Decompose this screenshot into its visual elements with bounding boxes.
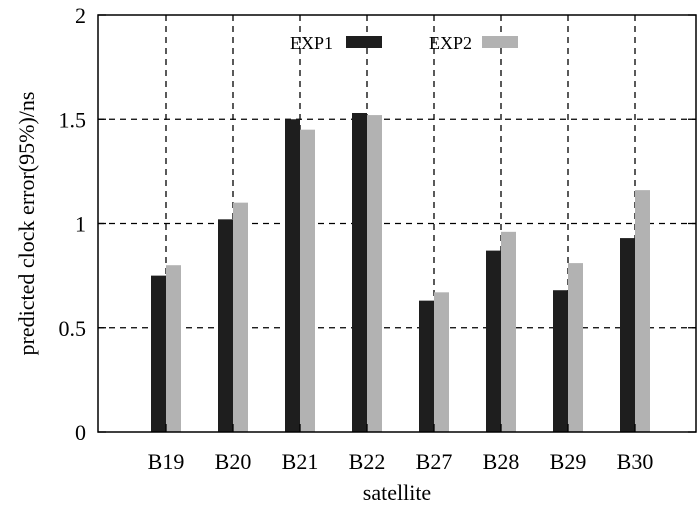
bar-exp1-b20 <box>218 219 233 432</box>
bar-exp2-b29 <box>568 263 583 432</box>
bar-exp2-b30 <box>635 190 650 432</box>
x-tick-label: B22 <box>349 449 386 474</box>
bar-exp2-b28 <box>501 231 516 432</box>
y-tick-label: 0 <box>75 420 86 445</box>
bar-exp1-b29 <box>553 290 568 432</box>
bar-exp1-b21 <box>285 119 300 432</box>
bar-exp2-b27 <box>434 292 449 432</box>
legend-label-exp2: EXP2 <box>429 33 472 53</box>
axis-ticks: 0 0.5 1 1.5 2 B19 B20 B21 B22 B27 B28 B29 B30 <box>59 3 696 474</box>
y-tick-label: 2 <box>75 3 86 28</box>
x-tick-label: B20 <box>215 449 252 474</box>
bars <box>151 112 650 433</box>
x-tick-label: B19 <box>148 449 185 474</box>
y-tick-label: 0.5 <box>59 316 87 341</box>
legend-label-exp1: EXP1 <box>290 33 333 53</box>
y-axis-title: predicted clock error(95%)/ns <box>14 92 39 356</box>
x-tick-label: B30 <box>617 449 654 474</box>
bar-exp2-b20 <box>233 202 248 432</box>
bar-exp2-b19 <box>166 265 181 432</box>
bar-exp1-b30 <box>620 238 635 432</box>
x-tick-label: B29 <box>550 449 587 474</box>
y-tick-label: 1 <box>75 212 86 237</box>
bar-exp1-b22 <box>352 112 367 433</box>
bar-exp1-b27 <box>419 300 434 432</box>
bar-exp1-b28 <box>486 250 501 432</box>
bar-exp2-b21 <box>300 129 315 433</box>
bar-exp2-b22 <box>367 115 382 432</box>
grid-lines <box>98 15 696 432</box>
x-axis-title: satellite <box>363 480 431 505</box>
bar-exp1-b19 <box>151 275 166 432</box>
legend-swatch-exp2 <box>482 36 518 48</box>
x-tick-label: B28 <box>483 449 520 474</box>
legend: EXP1 EXP2 <box>290 33 518 53</box>
legend-swatch-exp1 <box>346 36 382 48</box>
x-tick-label: B27 <box>416 449 453 474</box>
y-tick-label: 1.5 <box>59 107 87 132</box>
x-tick-label: B21 <box>282 449 319 474</box>
